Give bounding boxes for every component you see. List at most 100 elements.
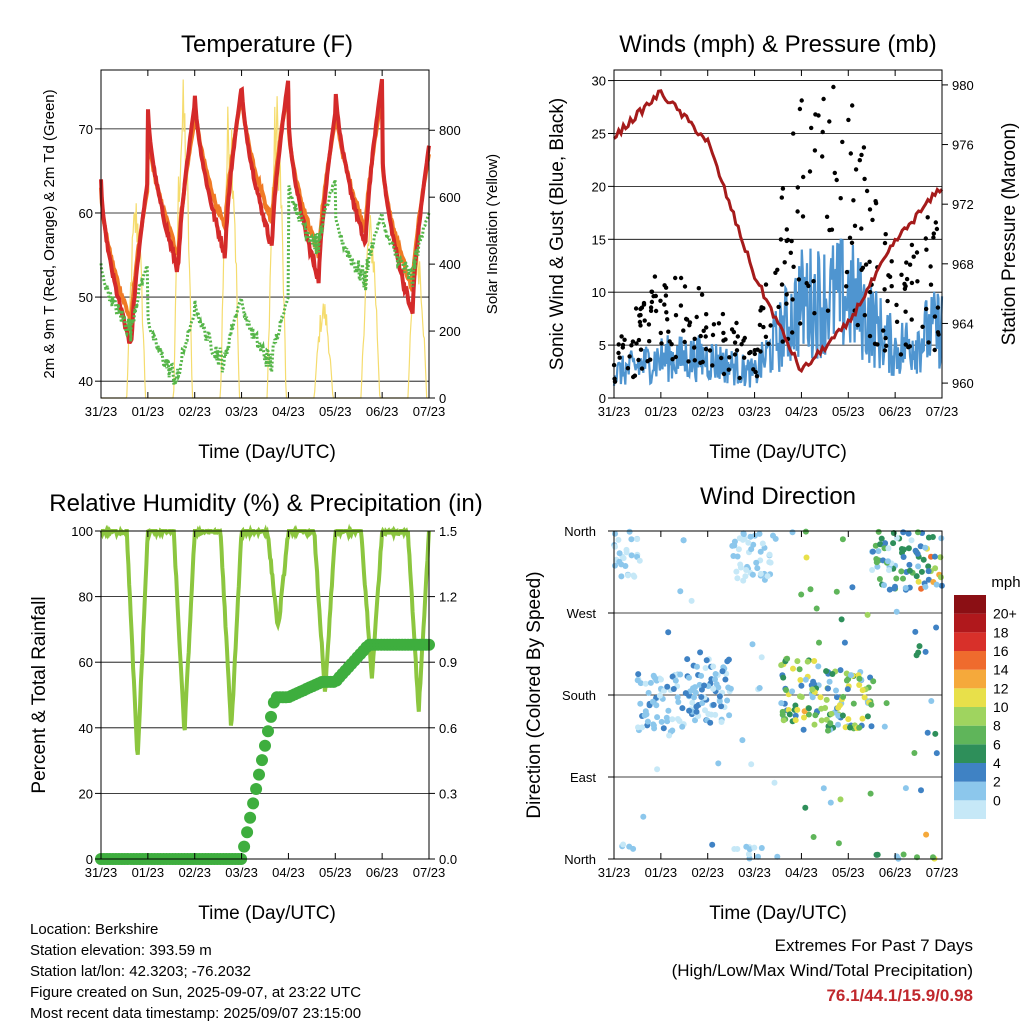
wind-direction-point	[715, 760, 722, 767]
station-info: Location: Berkshire Station elevation: 3…	[30, 919, 361, 1024]
gust-point	[870, 217, 875, 223]
wind-direction-point	[749, 641, 756, 648]
wind-direction-point	[680, 537, 687, 544]
gust-point	[796, 277, 802, 282]
gust-point	[883, 232, 888, 237]
precipitation-point	[250, 783, 263, 795]
gust-point	[784, 301, 789, 306]
wind-direction-point	[783, 687, 789, 693]
wind-direction-point	[893, 608, 900, 615]
x-tick-label: 03/23	[225, 404, 258, 419]
gust-point	[790, 297, 795, 302]
gust-point	[710, 332, 716, 338]
wind-direction-point	[859, 715, 866, 722]
wind-direction-point	[875, 528, 882, 535]
wind-direction-point	[740, 577, 747, 584]
wind-direction-point	[772, 535, 779, 542]
gust-point	[778, 237, 784, 242]
gust-point	[620, 342, 626, 348]
gust-point	[648, 357, 653, 362]
gust-point	[667, 339, 672, 344]
wind-direction-point	[809, 694, 816, 701]
wind-direction-point	[698, 672, 705, 679]
wind-direction-point	[933, 624, 940, 631]
location-text: Location: Berkshire	[30, 921, 159, 938]
colorbar-swatch	[954, 707, 986, 726]
gust-point	[637, 313, 642, 318]
gust-point	[732, 352, 738, 357]
y2-tick-label: 964	[952, 316, 974, 331]
gust-point	[662, 302, 667, 307]
wind-direction-point	[663, 714, 670, 721]
wind-direction-point	[641, 712, 648, 719]
wind-direction-point	[915, 563, 922, 570]
precipitation-point	[238, 840, 251, 853]
y-tick-label: 25	[592, 126, 606, 141]
colorbar-label: 4	[993, 755, 1001, 771]
wind-direction-point	[739, 536, 746, 543]
wind-direction-point	[833, 687, 839, 694]
wind-direction-point	[679, 723, 686, 730]
speed-colorbar: 0 2 4 6 8 10 12 14 16 18 20+	[954, 595, 1017, 819]
wind-direction-point	[694, 663, 700, 670]
gust-point	[784, 292, 789, 297]
wind-direction-point	[800, 726, 807, 733]
gust-point	[683, 316, 689, 322]
colorbar-swatch	[954, 613, 986, 633]
gust-point	[861, 145, 867, 150]
wind-direction-point	[922, 544, 929, 551]
wind-direction-point	[917, 543, 924, 550]
wind-direction-point	[804, 658, 811, 665]
x-tick-label: 05/23	[319, 404, 352, 419]
latlon-text: Station lat/lon: 42.3203; -76.2032	[30, 963, 252, 980]
wind-direction-point	[748, 761, 755, 768]
gust-point	[904, 260, 909, 265]
wind-direction-point	[734, 575, 741, 582]
wind-direction-point	[784, 655, 791, 662]
gust-point	[752, 348, 757, 353]
wind-direction-point	[900, 851, 907, 858]
wind-direction-point	[794, 706, 801, 713]
gust-point	[800, 214, 806, 219]
gust-point	[758, 349, 763, 354]
wind-direction-point	[735, 546, 742, 553]
wind-direction-point	[790, 665, 796, 672]
gust-point	[651, 294, 656, 299]
gust-point	[850, 103, 855, 108]
colorbar-swatch	[954, 763, 986, 782]
gust-point	[735, 334, 740, 339]
wind-direction-point	[826, 678, 833, 685]
gust-point	[791, 264, 796, 269]
gust-point	[923, 236, 928, 241]
wind-direction-point	[677, 671, 684, 678]
gust-point	[882, 348, 888, 353]
gust-point	[790, 330, 795, 335]
gust-point	[704, 325, 709, 330]
gust-point	[639, 366, 645, 371]
wind-direction-point	[820, 785, 827, 792]
gust-point	[739, 342, 744, 347]
humidity-ylabel-left: Percent & Total Rainfall	[29, 596, 50, 793]
y2-tick-label: 0	[439, 391, 446, 406]
gust-point	[757, 322, 763, 328]
wind-direction-point	[644, 718, 651, 725]
wind-direction-point	[916, 643, 923, 650]
x-tick-label: 07/23	[413, 404, 446, 419]
colorbar-swatch	[954, 595, 986, 614]
x-tick-label: 07/23	[926, 865, 959, 880]
colorbar-label: 8	[993, 718, 1001, 734]
wind-direction-point	[931, 553, 938, 560]
wind-direction-point	[905, 545, 912, 552]
wind-direction-point	[809, 686, 816, 693]
wind-direction-point	[794, 658, 801, 665]
x-tick-label: 06/23	[366, 865, 399, 880]
wind-direction-point	[710, 701, 717, 708]
x-tick-label: 02/23	[178, 404, 211, 419]
colorbar-label: 6	[993, 736, 1001, 752]
wind-direction-point	[834, 694, 840, 701]
gust-point	[638, 347, 644, 352]
gust-point	[855, 322, 860, 328]
gust-point	[798, 321, 803, 326]
gust-point	[619, 334, 624, 339]
wind-direction-point	[912, 628, 919, 635]
